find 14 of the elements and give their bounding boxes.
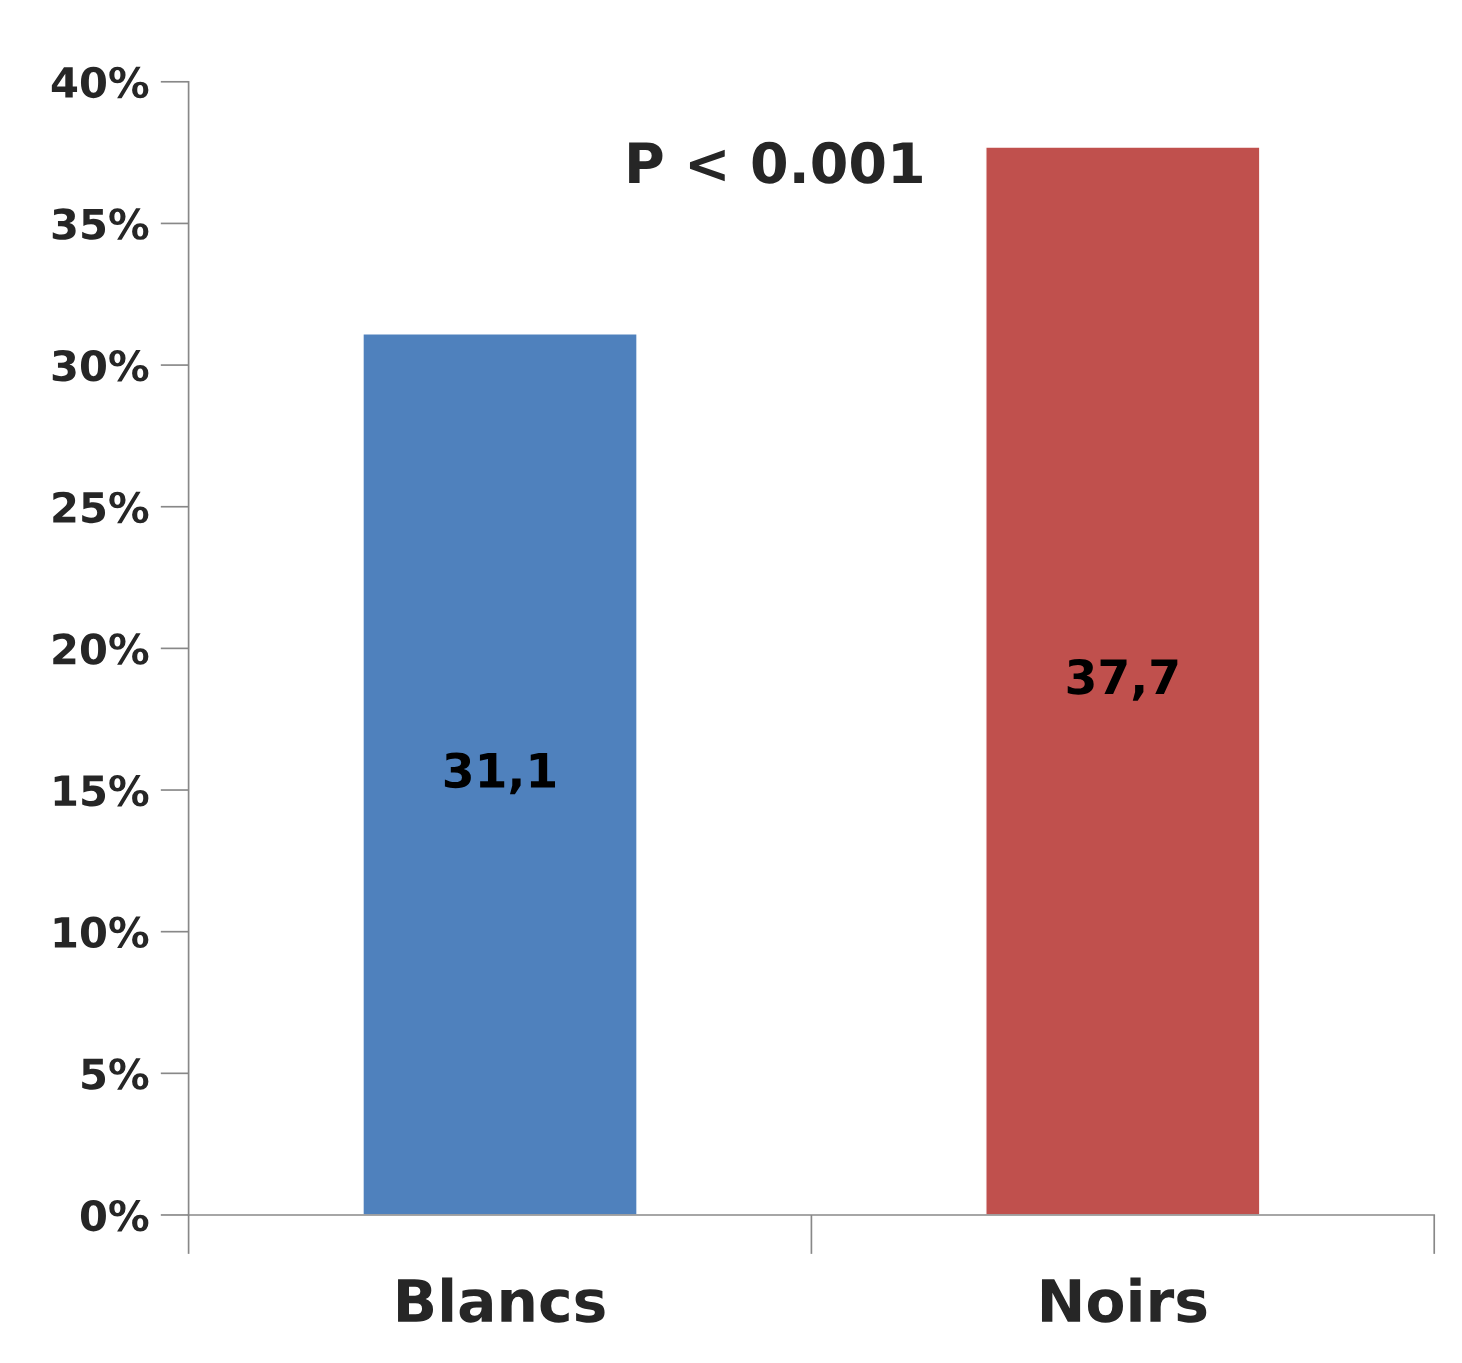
y-tick-label: 20% [53,633,149,665]
x-tick-label: Noirs [1041,1277,1207,1323]
y-tick-label: 5% [82,1058,149,1090]
y-tick-label: 40% [51,66,149,99]
y-tick-label: 15% [54,774,149,807]
y-tick-label: 10% [54,916,149,949]
y-tick-label: 0% [80,1199,149,1232]
x-tick-label: Blancs [398,1277,605,1323]
y-tick-label: 25% [53,491,149,524]
y-tick-label: 30% [52,349,149,382]
data-label: 31,1 [444,752,556,795]
y-tick-label: 35% [52,208,149,240]
data-label: 37,7 [1067,658,1178,701]
annotation: P < 0.001 [629,141,922,184]
